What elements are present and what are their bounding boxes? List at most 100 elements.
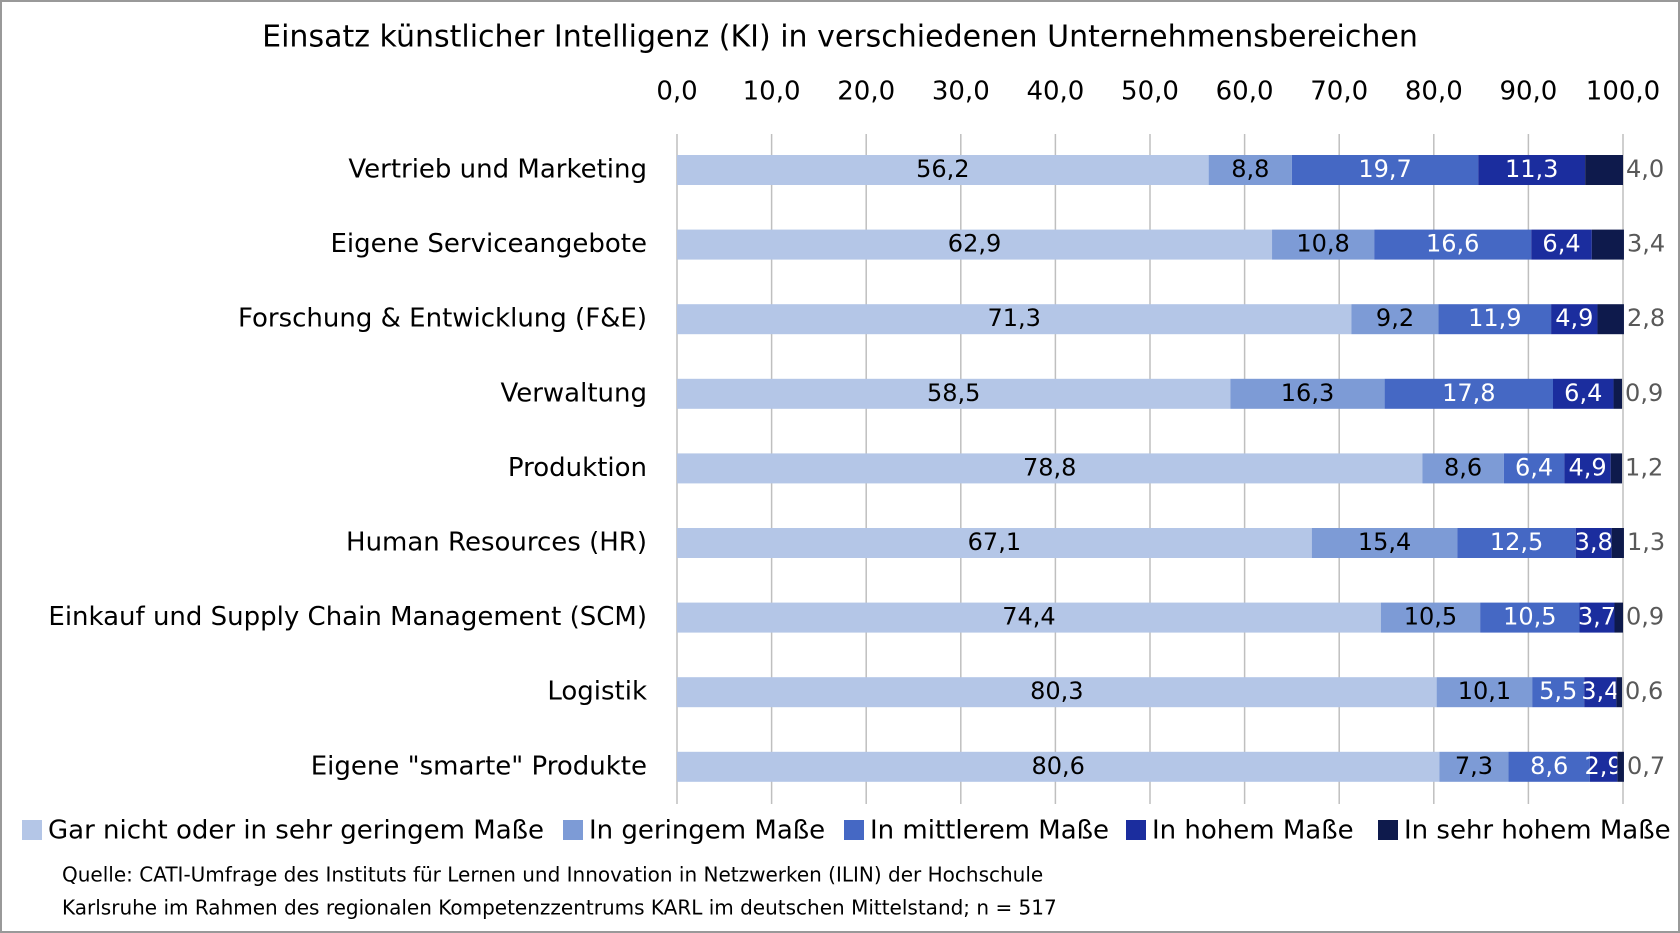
category-label: Logistik	[547, 677, 647, 707]
data-label: 17,8	[1442, 379, 1495, 407]
bar-segment	[1208, 155, 1292, 185]
category-label: Einkauf und Supply Chain Management (SCM…	[48, 602, 647, 632]
category-label: Human Resources (HR)	[346, 528, 647, 558]
data-label: 67,1	[968, 528, 1021, 556]
x-tick-label: 40,0	[1026, 77, 1084, 107]
bar-segment	[1384, 378, 1553, 409]
x-tick-label: 60,0	[1216, 77, 1274, 107]
legend-swatch	[1378, 820, 1398, 840]
bar-segment	[1436, 677, 1533, 708]
data-label: 71,3	[988, 304, 1041, 332]
data-label: 3,4	[1581, 677, 1619, 705]
legend-swatch	[844, 820, 864, 840]
data-label: 3,7	[1578, 603, 1616, 631]
category-label: Forschung & Entwicklung (F&E)	[238, 304, 647, 334]
bar-segment	[1610, 453, 1623, 484]
bar-segment	[1272, 229, 1375, 260]
data-label: 12,5	[1490, 528, 1543, 556]
data-label: 0,9	[1626, 603, 1664, 631]
bar-segment	[1380, 602, 1481, 633]
x-tick-label: 80,0	[1405, 77, 1463, 107]
bar-segment	[1438, 304, 1552, 335]
bar-segment	[1597, 304, 1624, 335]
data-label: 74,4	[1002, 603, 1055, 631]
bar-segment	[1614, 602, 1623, 633]
bar-segment	[1585, 155, 1623, 185]
category-label: Produktion	[508, 453, 647, 483]
x-tick-label: 100,0	[1586, 77, 1660, 107]
data-label: 10,8	[1296, 230, 1349, 258]
data-label: 8,6	[1444, 453, 1482, 481]
bar-segment	[1613, 378, 1623, 409]
bar-segment	[1589, 751, 1618, 782]
data-label: 19,7	[1358, 155, 1411, 183]
legend-label: In geringem Maße	[589, 816, 825, 846]
data-label: 80,3	[1030, 677, 1083, 705]
x-tick-label: 10,0	[743, 77, 801, 107]
bar-segment	[1617, 751, 1624, 782]
bar-segment	[1564, 453, 1611, 484]
data-label: 4,9	[1555, 304, 1593, 332]
category-label: Eigene "smarte" Produkte	[311, 751, 647, 781]
data-label: 9,2	[1376, 304, 1414, 332]
chart-title: Einsatz künstlicher Intelligenz (KI) in …	[262, 20, 1418, 55]
bar-segment	[1552, 378, 1614, 409]
x-tick-label: 30,0	[932, 77, 990, 107]
bar-segment	[1616, 677, 1623, 708]
bar-segment	[677, 751, 1440, 782]
bar-segment	[677, 155, 1209, 185]
bar-segment	[1311, 528, 1458, 558]
legend-label: In hohem Maße	[1152, 816, 1354, 846]
legend-swatch	[1126, 820, 1146, 840]
data-label: 5,5	[1539, 677, 1577, 705]
bar-segment	[677, 677, 1437, 708]
data-label: 80,6	[1032, 752, 1085, 780]
legend-swatch	[22, 820, 42, 840]
bar-segment	[677, 229, 1273, 260]
data-label: 15,4	[1358, 528, 1411, 556]
bar-segment	[677, 378, 1231, 409]
source-note: Quelle: CATI-Umfrage des Instituts für L…	[62, 863, 1043, 887]
category-label: Verwaltung	[500, 378, 647, 408]
bar-segment	[1351, 304, 1439, 335]
bar-segment	[677, 602, 1381, 633]
legend-label: In mittlerem Maße	[870, 816, 1109, 846]
bar-segment	[1531, 229, 1592, 260]
data-label: 6,4	[1564, 379, 1602, 407]
bar-segment	[1439, 751, 1509, 782]
bar-segment	[1579, 602, 1615, 633]
bar-segment	[1457, 528, 1576, 558]
category-label: Vertrieb und Marketing	[348, 155, 647, 185]
bar-segment	[1584, 677, 1617, 708]
data-label: 10,5	[1503, 603, 1556, 631]
data-label: 1,3	[1627, 528, 1665, 556]
legend-label: In sehr hohem Maße	[1404, 816, 1671, 846]
data-label: 4,0	[1626, 155, 1664, 183]
source-note: Karlsruhe im Rahmen des regionalen Kompe…	[62, 896, 1057, 920]
bar-segment	[1591, 229, 1624, 260]
bar-segment	[1503, 453, 1565, 484]
data-label: 58,5	[927, 379, 980, 407]
bar-segment	[677, 453, 1423, 484]
data-label: 10,5	[1404, 603, 1457, 631]
x-tick-label: 20,0	[837, 77, 895, 107]
data-label: 56,2	[916, 155, 969, 183]
bar-segment	[1422, 453, 1504, 484]
data-label: 4,9	[1568, 453, 1606, 481]
data-label: 0,7	[1627, 752, 1665, 780]
bar-segment	[1480, 602, 1580, 633]
legend-swatch	[563, 820, 583, 840]
category-label: Eigene Serviceangebote	[331, 229, 648, 259]
data-label: 3,4	[1627, 230, 1665, 258]
data-label: 11,3	[1505, 155, 1558, 183]
data-label: 11,9	[1468, 304, 1521, 332]
bar-segment	[677, 528, 1312, 558]
data-label: 0,9	[1625, 379, 1663, 407]
data-label: 1,2	[1625, 453, 1663, 481]
data-label: 2,9	[1585, 752, 1623, 780]
data-label: 2,8	[1627, 304, 1665, 332]
bar-segment	[1551, 304, 1598, 335]
bar-segment	[677, 304, 1352, 335]
